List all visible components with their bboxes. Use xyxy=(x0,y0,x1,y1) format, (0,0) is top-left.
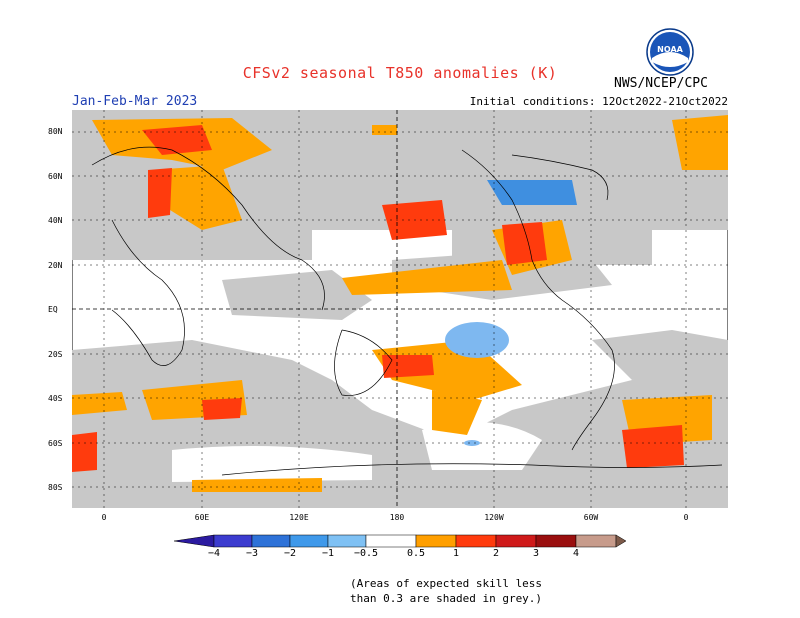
forecast-period: Jan-Feb-Mar 2023 xyxy=(72,94,198,109)
colorbar-label: −1 xyxy=(321,548,335,559)
lon-label: 120W xyxy=(484,513,504,522)
cool-anomalies-1 xyxy=(487,180,577,205)
lon-label: 0 xyxy=(683,513,689,522)
lat-label: 80S xyxy=(48,483,63,492)
logo-text: NOAA xyxy=(657,45,683,54)
lat-label: EQ xyxy=(48,305,58,314)
lat-label: 40S xyxy=(48,394,63,403)
anomaly-map xyxy=(72,110,728,508)
lat-label: 20S xyxy=(48,350,63,359)
lon-label: 180 xyxy=(389,513,405,522)
colorbar-label: 1 xyxy=(452,548,460,559)
colorbar-label: 4 xyxy=(572,548,580,559)
colorbar-label: 2 xyxy=(492,548,500,559)
lat-label: 40N xyxy=(48,216,63,225)
lon-label: 60W xyxy=(583,513,599,522)
lat-label: 60S xyxy=(48,439,63,448)
colorbar-label: −2 xyxy=(283,548,297,559)
lon-label: 0 xyxy=(101,513,107,522)
footnote-line-2: than 0.3 are shaded in grey.) xyxy=(350,592,543,605)
colorbar-label: 0.5 xyxy=(406,548,426,559)
initial-conditions: Initial conditions: 12Oct2022-21Oct2022 xyxy=(469,95,728,108)
coastlines xyxy=(91,146,723,476)
warm-anomalies-05 xyxy=(72,115,728,492)
footnote: (Areas of expected skill less than 0.3 a… xyxy=(350,576,542,606)
reference-lines xyxy=(72,110,728,508)
colorbar-label: −0.5 xyxy=(353,548,379,559)
page-title: CFSv2 seasonal T850 anomalies (K) xyxy=(242,64,558,82)
colorbar-label: −3 xyxy=(245,548,259,559)
cool-anomalies-05 xyxy=(445,322,509,446)
agency-label: NWS/NCEP/CPC xyxy=(614,76,708,91)
lon-label: 120E xyxy=(289,513,309,522)
lat-label: 20N xyxy=(48,261,63,270)
footnote-line-1: (Areas of expected skill less xyxy=(350,577,543,590)
lon-label: 60E xyxy=(194,513,210,522)
noaa-logo: NOAA xyxy=(646,28,694,76)
warm-anomalies-1 xyxy=(72,125,684,472)
colorbar-label: 3 xyxy=(532,548,540,559)
colorbar-label: −4 xyxy=(207,548,221,559)
lat-label: 60N xyxy=(48,172,63,181)
colorbar xyxy=(174,534,626,548)
lat-label: 80N xyxy=(48,127,63,136)
white-regions xyxy=(102,270,542,482)
graticule xyxy=(72,110,728,508)
